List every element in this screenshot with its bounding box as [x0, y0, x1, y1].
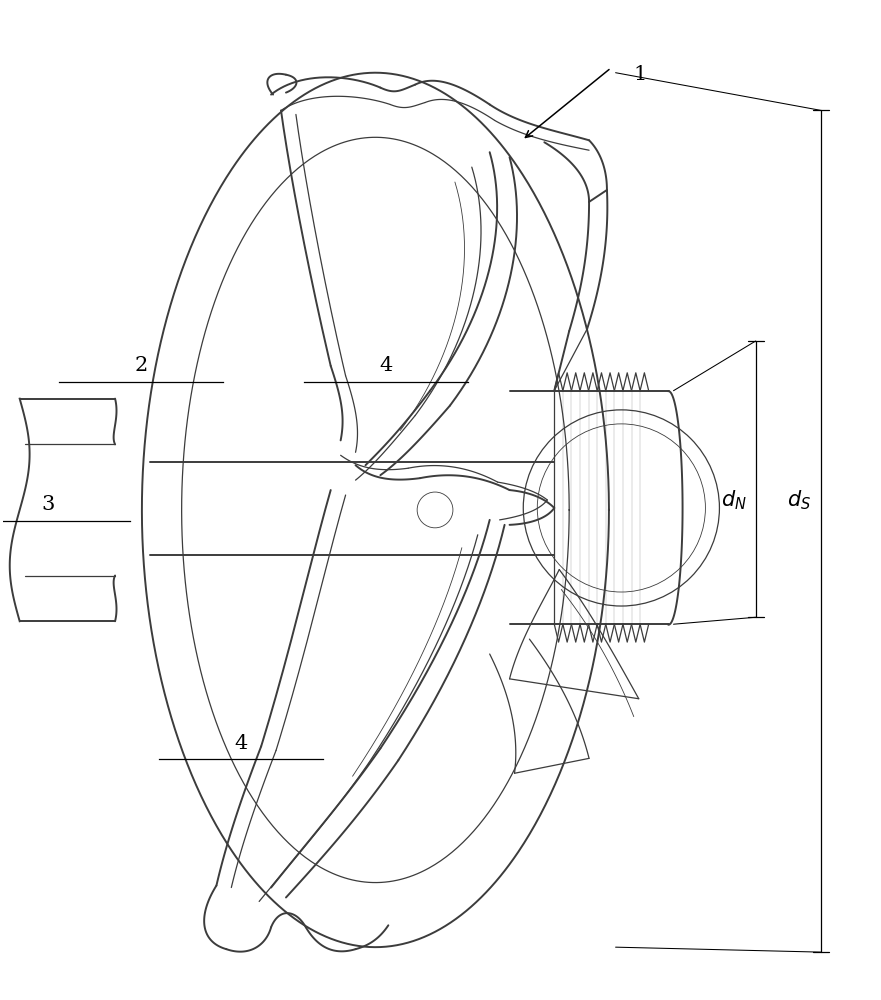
Text: 4: 4: [380, 356, 393, 375]
Text: $d_N$: $d_N$: [721, 488, 747, 512]
Text: 3: 3: [41, 495, 55, 514]
Text: $d_S$: $d_S$: [788, 488, 811, 512]
Text: 2: 2: [135, 356, 148, 375]
Text: 4: 4: [234, 734, 248, 753]
Text: 1: 1: [633, 65, 647, 84]
